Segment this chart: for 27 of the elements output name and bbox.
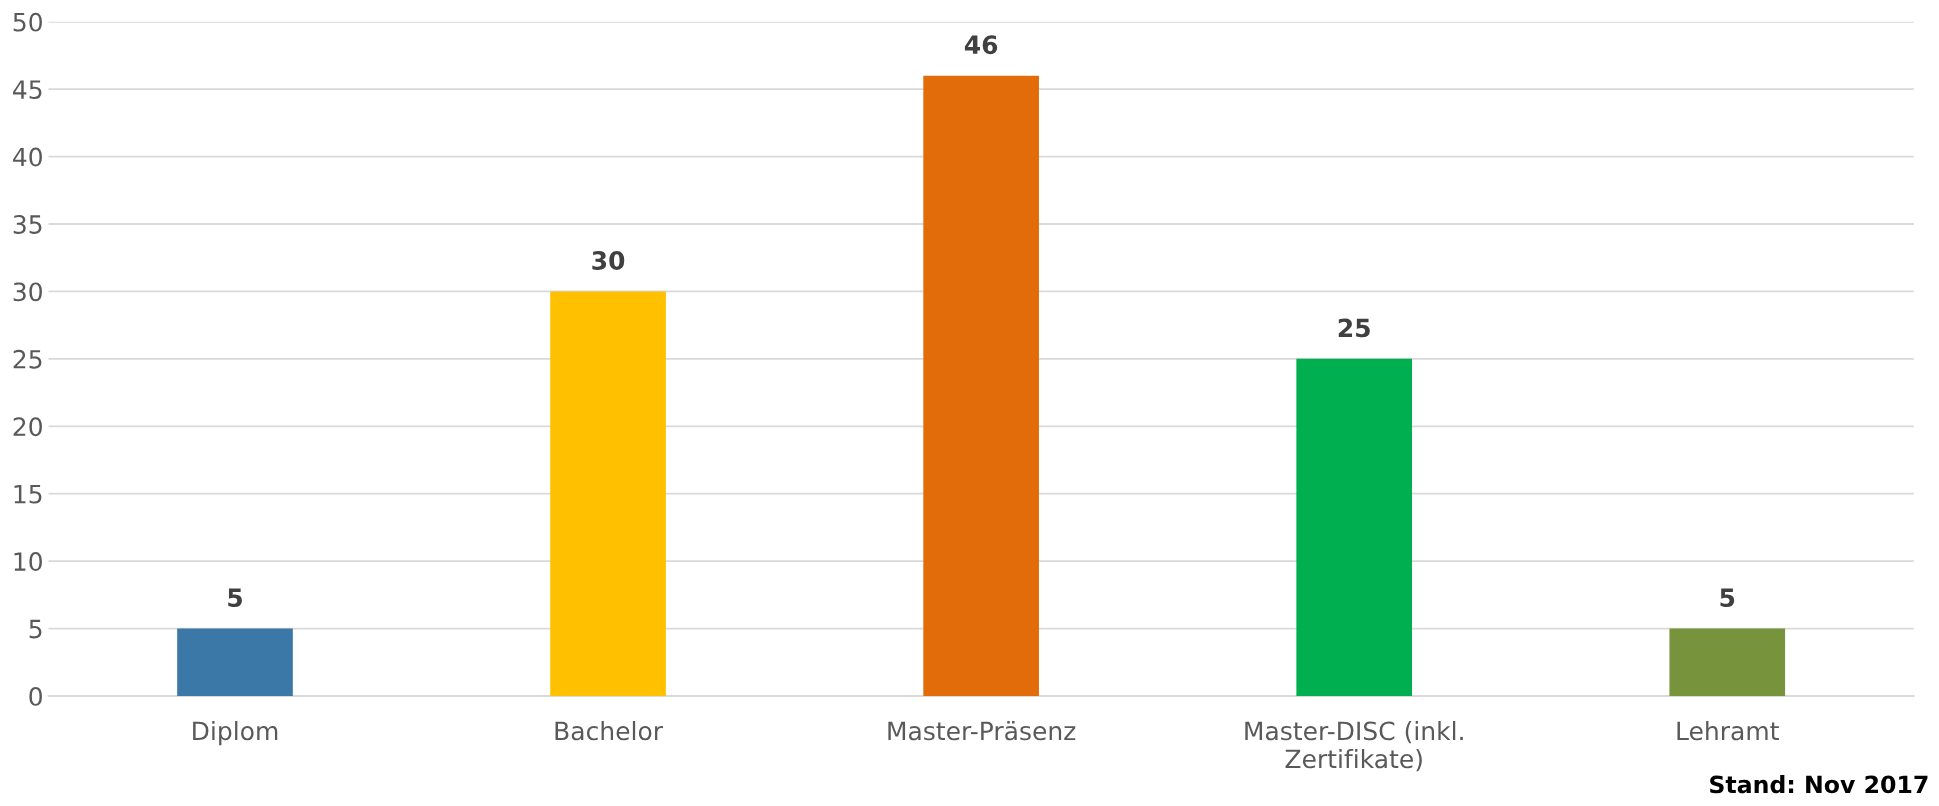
y-tick-label: 45: [13, 80, 42, 100]
y-tick-label: 25: [13, 349, 42, 369]
x-tick-label: Diplom: [193, 720, 278, 746]
x-tick-label: Bachelor: [555, 720, 664, 741]
data-label: 25: [1338, 318, 1370, 338]
x-tick-label: Master-DISC (inkl. Zertifikate): [1245, 720, 1463, 772]
data-label: 30: [592, 251, 625, 270]
y-tick-label: 40: [13, 147, 42, 167]
y-tick-label: 5: [29, 619, 42, 639]
y-tick-label: 20: [13, 417, 42, 437]
y-tick-label: 50: [13, 12, 42, 32]
y-tick-label: 35: [13, 214, 42, 234]
x-tick-label: Lehramt: [1677, 720, 1779, 741]
y-tick-label: 10: [14, 552, 42, 571]
data-label: 5: [228, 588, 242, 608]
bar: [1669, 628, 1786, 696]
text: Stand: Nov 2017: [1710, 775, 1928, 794]
bar: [177, 628, 293, 696]
bar: [1296, 358, 1413, 696]
data-label: 46: [964, 35, 998, 55]
y-tick-label: 0: [29, 686, 42, 706]
bar: [923, 75, 1039, 696]
bar: [550, 291, 666, 696]
data-label: 5: [1720, 588, 1735, 608]
y-tick-label: 30: [13, 282, 42, 302]
y-tick-label: 15: [14, 484, 42, 504]
x-tick-label: Master-Präsenz: [888, 721, 1076, 741]
